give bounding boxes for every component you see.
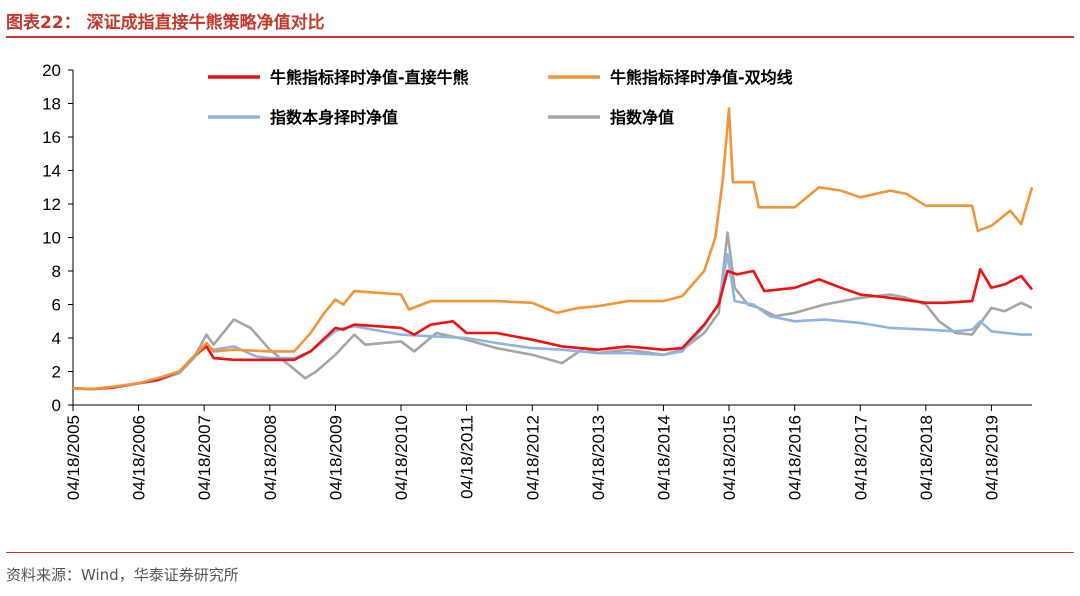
y-tick-label: 2 xyxy=(52,363,61,382)
y-tick-label: 10 xyxy=(42,229,61,248)
series-line-1 xyxy=(72,107,1034,391)
x-tick-label: 04/18/2015 xyxy=(720,415,739,500)
figure-title: 图表22： 深证成指直接牛熊策略净值对比 xyxy=(6,13,325,33)
legend-label-2: 指数本身择时净值 xyxy=(270,108,398,127)
series-line-3 xyxy=(72,231,1033,391)
x-tick-label: 04/18/2018 xyxy=(917,415,936,500)
y-tick-label: 18 xyxy=(42,95,61,114)
source-divider xyxy=(6,552,1074,553)
x-tick-label: 04/18/2010 xyxy=(392,415,411,500)
y-tick-label: 20 xyxy=(42,61,61,80)
x-tick-label: 04/18/2009 xyxy=(326,415,345,500)
y-tick-label: 4 xyxy=(52,329,61,348)
legend-label-1: 牛熊指标择时净值-双均线 xyxy=(610,68,793,87)
legend-label-3: 指数净值 xyxy=(610,108,674,127)
x-tick-label: 04/18/2019 xyxy=(982,415,1001,500)
source-note: 资料来源：Wind，华泰证券研究所 xyxy=(6,566,239,584)
y-tick-label: 0 xyxy=(52,396,61,415)
y-tick-label: 6 xyxy=(52,296,61,315)
x-tick-label: 04/18/2006 xyxy=(130,415,149,500)
y-tick-label: 16 xyxy=(42,128,61,147)
series-line-0 xyxy=(72,267,1034,391)
title-bar: 图表22： 深证成指直接牛熊策略净值对比 xyxy=(6,4,1074,38)
x-tick-label: 04/18/2014 xyxy=(654,415,673,500)
line-chart: 0 2 4 6 8 10 12 14 16 18 20 04/18/2005 04/18/2006 04/… xyxy=(42,61,1034,500)
x-tick-label: 04/18/2005 xyxy=(64,415,83,500)
x-tick-label: 04/18/2012 xyxy=(523,415,542,500)
y-tick-label: 8 xyxy=(52,262,61,281)
y-tick-label: 14 xyxy=(42,162,61,181)
x-tick-label: 04/18/2007 xyxy=(195,415,214,500)
x-tick-label: 04/18/2017 xyxy=(851,415,870,500)
legend-label-0: 牛熊指标择时净值-直接牛熊 xyxy=(270,68,469,87)
x-tick-label: 04/18/2008 xyxy=(261,415,280,500)
y-tick-label: 12 xyxy=(42,195,61,214)
x-tick-label: 04/18/2013 xyxy=(589,415,608,500)
x-tick-label: 04/18/2011 xyxy=(458,415,477,499)
series-line-2 xyxy=(72,253,1032,391)
x-tick-label: 04/18/2016 xyxy=(786,415,805,500)
